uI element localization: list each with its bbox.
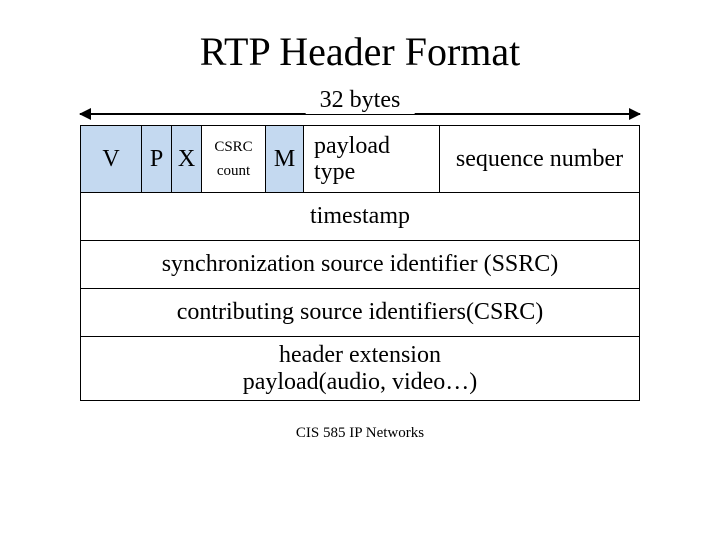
footer-text: CIS 585 IP Networks [0,425,720,442]
field-csrc-list: contributing source identifiers(CSRC) [80,289,640,337]
field-timestamp: timestamp [80,193,640,241]
arrow-left-icon [79,108,91,120]
width-label: 32 bytes [306,87,415,114]
field-v: V [80,125,142,193]
header-row-1: V P X CSRC count M payloadtype sequence … [80,125,640,193]
page-title: RTP Header Format [0,28,720,75]
field-payload-type: payloadtype [304,125,440,193]
arrow-right-icon [629,108,641,120]
slide: RTP Header Format 32 bytes V P X CSRC co… [0,0,720,540]
header-diagram: V P X CSRC count M payloadtype sequence … [80,125,640,401]
field-csrc-top: CSRC [214,135,252,159]
field-csrc-count: CSRC count [202,125,266,193]
field-sequence-number: sequence number [440,125,640,193]
field-csrc-bottom: count [217,159,250,183]
field-x: X [172,125,202,193]
field-m: M [266,125,304,193]
width-indicator: 32 bytes [80,89,640,123]
field-ssrc: synchronization source identifier (SSRC) [80,241,640,289]
field-p: P [142,125,172,193]
field-extension-payload: header extensionpayload(audio, video…) [80,337,640,401]
